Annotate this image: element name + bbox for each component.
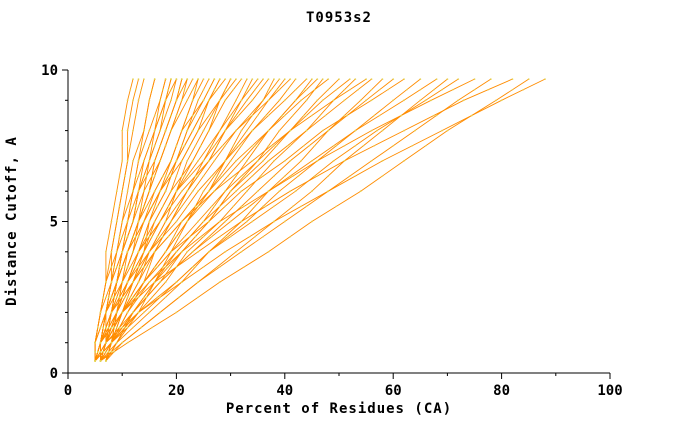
x-tick-label: 0 <box>64 383 72 399</box>
tick-marks <box>62 69 611 379</box>
model-curve <box>100 78 405 362</box>
x-tick-label: 60 <box>385 383 402 399</box>
model-curve <box>94 78 177 361</box>
model-curve <box>94 78 546 362</box>
x-tick-label: 20 <box>168 383 185 399</box>
y-tick-label: 5 <box>50 215 58 231</box>
y-tick-label: 10 <box>41 63 58 79</box>
x-tick-label: 40 <box>276 383 293 399</box>
chart-title: T0953s2 <box>306 10 372 26</box>
y-tick-label: 0 <box>50 366 58 382</box>
tick-labels: 0 20 40 60 80 100 0 5 10 <box>41 63 623 399</box>
model-curve <box>94 78 421 362</box>
x-axis-label: Percent of Residues (CA) <box>226 401 452 417</box>
model-curve <box>94 78 307 362</box>
x-tick-label: 100 <box>597 383 622 399</box>
model-curve <box>100 78 242 362</box>
model-curves <box>94 78 546 362</box>
y-axis-label: Distance Cutoff, A <box>4 136 20 306</box>
curve-markers <box>94 78 546 362</box>
x-tick-label: 80 <box>493 383 510 399</box>
